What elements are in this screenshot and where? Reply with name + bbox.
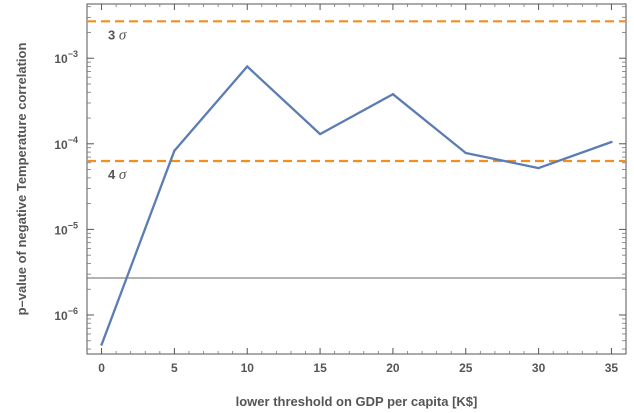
x-tick-label: 30 xyxy=(532,361,546,375)
reference-line-label: 4 σ xyxy=(108,167,127,183)
plot-frame xyxy=(86,3,627,355)
x-tick-label: 15 xyxy=(313,361,327,375)
y-tick-label: 10−6 xyxy=(54,306,78,323)
x-axis-title: lower threshold on GDP per capita [K$] xyxy=(236,394,478,409)
data-point xyxy=(173,149,176,152)
y-tick-label: 10−5 xyxy=(54,220,78,237)
x-tick-label: 10 xyxy=(241,361,255,375)
y-axis-title: p–value of negative Temperature correlat… xyxy=(14,43,29,316)
y-tick-label: 10−3 xyxy=(54,49,78,66)
data-point xyxy=(246,65,249,68)
x-tick-label: 5 xyxy=(171,361,178,375)
data-point xyxy=(537,166,540,170)
data-point xyxy=(610,140,613,144)
x-tick-label: 35 xyxy=(605,361,619,375)
x-tick-label: 0 xyxy=(98,361,105,375)
data-series-line xyxy=(100,65,612,346)
x-tick-label: 20 xyxy=(386,361,400,375)
data-point xyxy=(100,343,103,346)
y-tick-label: 10−4 xyxy=(54,135,78,152)
data-point xyxy=(391,92,395,96)
data-point xyxy=(464,151,467,155)
data-point xyxy=(318,132,322,136)
reference-line-label: 3 σ xyxy=(108,27,127,43)
x-tick-label: 25 xyxy=(459,361,473,375)
